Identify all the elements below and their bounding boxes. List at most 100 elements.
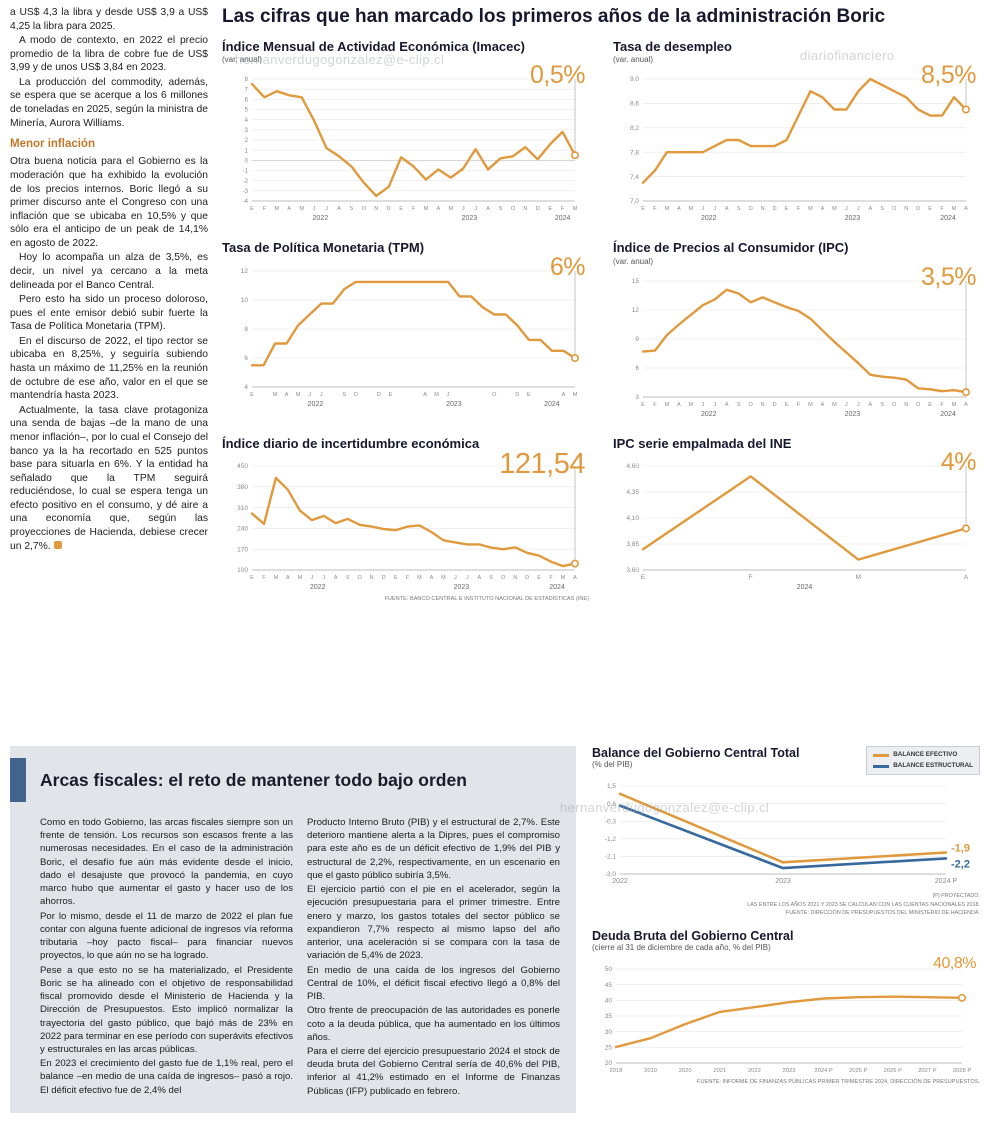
svg-text:N: N: [904, 402, 908, 408]
incertidumbre-highlight-value: 121,54: [499, 447, 585, 480]
deuda-line-chart: 40,8% 50 45 40 35 30 25 20 2018 2019 2020 2021 2022…: [592, 955, 980, 1077]
svg-text:D: D: [525, 575, 529, 581]
svg-text:-2,2: -2,2: [951, 859, 970, 871]
svg-text:M: M: [832, 206, 837, 212]
fiscal-section: Arcas fiscales: el reto de mantener todo…: [10, 746, 980, 1113]
svg-text:6: 6: [244, 355, 248, 362]
svg-text:2018: 2018: [610, 1068, 623, 1074]
svg-text:F: F: [797, 206, 801, 212]
svg-text:0,6: 0,6: [607, 801, 616, 808]
svg-text:E: E: [537, 575, 541, 581]
svg-text:2: 2: [245, 138, 249, 144]
chart-subtitle: (var. anual): [613, 256, 654, 266]
svg-text:A: A: [821, 206, 825, 212]
svg-text:J: J: [857, 206, 860, 212]
svg-text:M: M: [275, 206, 280, 212]
svg-text:A: A: [287, 206, 291, 212]
svg-text:M: M: [832, 402, 837, 408]
svg-text:2022: 2022: [748, 1068, 761, 1074]
svg-text:8: 8: [244, 326, 248, 333]
svg-text:E: E: [389, 392, 393, 398]
svg-text:0: 0: [245, 159, 249, 165]
svg-text:A: A: [677, 206, 681, 212]
chart-subtitle: (var. anual): [222, 55, 263, 65]
svg-text:450: 450: [237, 463, 248, 470]
svg-text:F: F: [561, 206, 565, 212]
svg-text:310: 310: [237, 505, 248, 512]
chart-notes: (P) PROYECTADO. LAS ENTRE LOS AÑOS 2021 …: [747, 893, 980, 916]
svg-text:J: J: [310, 575, 313, 581]
svg-text:2023: 2023: [454, 584, 470, 591]
svg-text:2025 P: 2025 P: [849, 1068, 868, 1074]
svg-text:8: 8: [245, 77, 249, 83]
svg-text:2024: 2024: [544, 401, 560, 408]
chart-title: IPC serie empalmada del INE: [613, 435, 792, 451]
legend-item-efectivo: BALANCE EFECTIVO: [873, 750, 973, 761]
svg-text:2022: 2022: [612, 878, 628, 885]
article-paragraph: En el discurso de 2022, el tipo rector s…: [10, 335, 208, 402]
chart-title: Deuda Bruta del Gobierno Central: [592, 928, 794, 943]
svg-text:M: M: [808, 206, 813, 212]
fiscal-paragraph: Por lo mismo, desde el 11 de marzo de 20…: [40, 910, 293, 962]
svg-text:E: E: [641, 206, 645, 212]
svg-text:E: E: [928, 206, 932, 212]
svg-text:15: 15: [632, 278, 640, 285]
svg-text:N: N: [761, 206, 765, 212]
svg-text:F: F: [940, 402, 944, 408]
fiscal-paragraph: El ejercicio partió con el pie en el ace…: [307, 884, 560, 962]
chart-source: FUENTE: INFORME DE FINANZAS PÚBLICAS PRI…: [697, 1078, 980, 1085]
svg-text:E: E: [641, 574, 646, 581]
article-column: a US$ 4,3 la libra y desde US$ 3,9 a US$…: [10, 6, 208, 554]
fiscal-header: Arcas fiscales: el reto de mantener todo…: [10, 746, 576, 810]
svg-text:F: F: [549, 575, 553, 581]
svg-text:A: A: [964, 574, 969, 581]
svg-text:J: J: [313, 206, 316, 212]
ipc-ine-line-chart: 4% 4,60 4,35 4,10 3,85 3,60 E F M A 2024: [613, 448, 980, 594]
chart-title: Tasa de Política Monetaria (TPM): [222, 240, 425, 256]
article-paragraph: Actualmente, la tasa clave protagoniza u…: [10, 404, 208, 552]
fiscal-paragraph: Pese a que esto no se ha materializado, …: [40, 964, 293, 1055]
svg-text:A: A: [562, 392, 566, 398]
svg-text:A: A: [868, 206, 872, 212]
svg-text:S: S: [499, 206, 503, 212]
svg-text:A: A: [334, 575, 338, 581]
svg-text:2023: 2023: [775, 878, 791, 885]
svg-text:M: M: [952, 206, 957, 212]
svg-text:6: 6: [245, 98, 249, 104]
svg-text:5: 5: [245, 108, 249, 114]
page-title: Las cifras que han marcado los primeros …: [222, 6, 886, 27]
article-end-icon: [53, 540, 62, 549]
svg-text:A: A: [286, 575, 290, 581]
svg-text:E: E: [785, 206, 789, 212]
svg-text:2024: 2024: [940, 411, 956, 418]
svg-text:240: 240: [237, 525, 248, 532]
svg-text:J: J: [320, 392, 323, 398]
fiscal-paragraph: Producto Interno Bruto (PIB) y el estruc…: [307, 817, 560, 881]
chart-card-imacec: Índice Mensual de Actividad Económica (I…: [222, 39, 589, 225]
svg-text:A: A: [868, 402, 872, 408]
svg-text:2024: 2024: [797, 584, 813, 591]
svg-text:M: M: [273, 392, 278, 398]
svg-text:F: F: [262, 575, 266, 581]
fiscal-paragraph: En 2023 el crecimiento del gasto fue de …: [40, 1058, 293, 1096]
chart-subtitle: (cierre al 31 de diciembre de cada año, …: [592, 942, 771, 952]
svg-text:J: J: [845, 402, 848, 408]
svg-text:D: D: [377, 392, 381, 398]
svg-text:7: 7: [245, 88, 249, 94]
svg-text:E: E: [928, 402, 932, 408]
svg-text:M: M: [274, 575, 279, 581]
svg-text:M: M: [573, 392, 578, 398]
tpm-highlight-value: 6%: [549, 252, 586, 281]
svg-text:O: O: [501, 575, 506, 581]
svg-text:A: A: [337, 206, 341, 212]
svg-text:12: 12: [632, 307, 640, 314]
svg-text:N: N: [523, 206, 527, 212]
chart-source: FUENTE: BANCO CENTRAL E INSTITUTO NACION…: [384, 595, 589, 602]
article-paragraph: Pero esto ha sido un proceso doloroso, p…: [10, 294, 208, 333]
estructural-swatch-icon: [873, 764, 890, 768]
svg-text:E: E: [250, 575, 254, 581]
ipc-ine-highlight-value: 4%: [940, 447, 977, 476]
svg-text:20: 20: [605, 1060, 613, 1067]
svg-text:4: 4: [244, 384, 248, 391]
